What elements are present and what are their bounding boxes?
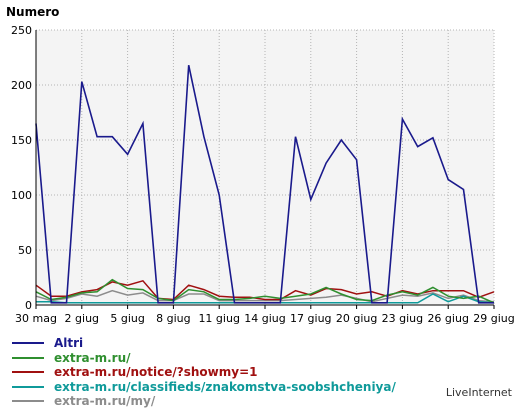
legend-item: extra-m.ru/my/ — [12, 394, 396, 409]
legend-swatch — [12, 385, 44, 388]
x-tick-label: 29 giug — [473, 312, 515, 325]
x-tick-label: 26 giug — [427, 312, 469, 325]
liveinternet-credit: LiveInternet — [445, 386, 512, 399]
x-tick-label: 23 giug — [382, 312, 424, 325]
x-tick-label: 30 mag — [15, 312, 57, 325]
x-tick-label: 5 giug — [110, 312, 145, 325]
legend-swatch — [12, 400, 44, 403]
y-tick-label: 0 — [25, 299, 32, 312]
series-line-0 — [35, 65, 494, 304]
legend-label: extra-m.ru/ — [54, 350, 131, 365]
legend-label: extra-m.ru/notice/?showmy=1 — [54, 365, 258, 379]
plot-area — [36, 30, 494, 305]
legend-item: extra-m.ru/classifieds/znakomstva-soobsh… — [12, 380, 396, 395]
x-tick-label: 14 giug — [244, 312, 286, 325]
series-line-2 — [35, 279, 495, 301]
series-line-1 — [35, 278, 495, 304]
x-tick-label: 8 giug — [156, 312, 191, 325]
x-tick-label: 2 giug — [65, 312, 100, 325]
legend-label: Altri — [54, 336, 84, 350]
y-tick-label: 250 — [11, 24, 32, 37]
x-tick-label: 11 giug — [198, 312, 240, 325]
legend-item: Altri — [12, 336, 396, 351]
legend: Altri extra-m.ru/extra-m.ru/notice/?showm… — [12, 336, 396, 409]
y-tick-label: 200 — [11, 79, 32, 92]
legend-item: extra-m.ru/ — [12, 351, 396, 366]
series-line-4 — [35, 289, 495, 303]
legend-label: extra-m.ru/classifieds/znakomstva-soobsh… — [54, 379, 396, 394]
y-axis-label: Numero — [6, 5, 59, 19]
y-tick-label: 50 — [18, 244, 32, 257]
x-tick-label: 20 giug — [336, 312, 378, 325]
legend-swatch — [12, 356, 44, 359]
legend-swatch — [12, 342, 44, 345]
x-tick-label: 17 giug — [290, 312, 332, 325]
legend-label: extra-m.ru/my/ — [54, 394, 156, 408]
legend-swatch — [12, 371, 44, 374]
y-tick-label: 100 — [11, 189, 32, 202]
legend-item: extra-m.ru/notice/?showmy=1 — [12, 365, 396, 380]
y-tick-label: 150 — [11, 134, 32, 147]
